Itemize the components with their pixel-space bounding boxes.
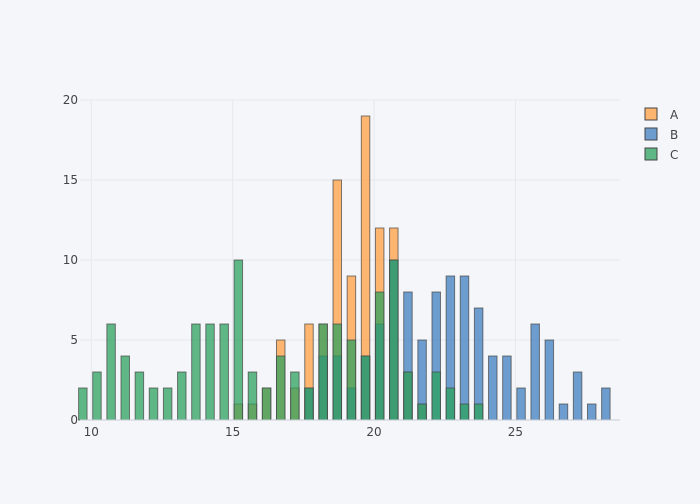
bar-c[interactable] [120, 355, 130, 421]
bar-b[interactable] [488, 355, 498, 421]
bar-b[interactable] [558, 403, 569, 421]
bar-b[interactable] [502, 355, 512, 421]
bar-b[interactable] [544, 339, 555, 421]
y-tick-label: 5 [70, 333, 78, 347]
bar-c[interactable] [431, 371, 441, 421]
bar-b[interactable] [516, 387, 526, 421]
bar-c[interactable] [417, 403, 427, 421]
bar-c[interactable] [233, 259, 244, 421]
legend-swatch-b[interactable] [644, 127, 658, 141]
bar-c[interactable] [275, 355, 286, 421]
bar-c[interactable] [247, 371, 258, 421]
bar-b[interactable] [601, 387, 611, 421]
axis-layer: 0 5 10 15 20 10 15 20 25 [63, 93, 620, 439]
x-tick-label: 10 [84, 425, 99, 439]
bar-b[interactable] [530, 323, 540, 421]
bar-c[interactable] [389, 259, 399, 421]
bar-c[interactable] [205, 323, 215, 421]
bar-c[interactable] [261, 387, 272, 421]
bar-c[interactable] [304, 387, 314, 421]
legend-label-c[interactable]: C [670, 148, 678, 162]
bar-c[interactable] [148, 387, 159, 421]
y-tick-label: 10 [63, 253, 78, 267]
bar-c[interactable] [374, 291, 385, 421]
y-tick-label: 20 [63, 93, 78, 107]
y-tick-label: 15 [63, 173, 78, 187]
bar-c[interactable] [360, 355, 371, 421]
bar-c[interactable] [346, 339, 357, 421]
bar-c[interactable] [445, 387, 456, 421]
bar-c[interactable] [332, 323, 343, 421]
legend-swatch-c[interactable] [644, 147, 658, 161]
bar-b[interactable] [586, 403, 597, 421]
legend-label-b[interactable]: B [670, 128, 678, 142]
bar-c[interactable] [459, 403, 470, 421]
legend[interactable]: ABC [644, 107, 679, 162]
bar-b[interactable] [473, 307, 484, 421]
bar-c[interactable] [219, 323, 229, 421]
bar-c[interactable] [177, 371, 187, 421]
bar-c[interactable] [162, 387, 173, 421]
x-tick-label: 25 [508, 425, 523, 439]
bar-b[interactable] [459, 275, 470, 421]
bar-c[interactable] [318, 323, 328, 421]
bar-c[interactable] [403, 371, 413, 421]
bar-c[interactable] [92, 371, 102, 421]
bar-c[interactable] [191, 323, 201, 421]
y-tick-label: 0 [70, 413, 78, 427]
x-tick-label: 15 [225, 425, 240, 439]
legend-label-a[interactable]: A [670, 108, 679, 122]
bar-c[interactable] [473, 403, 484, 421]
bars-layer [78, 115, 611, 421]
bar-c[interactable] [78, 387, 88, 421]
legend-swatch-a[interactable] [644, 107, 658, 121]
x-tick-label: 20 [366, 425, 381, 439]
bar-c[interactable] [290, 371, 300, 421]
bar-b[interactable] [572, 371, 583, 421]
bar-c[interactable] [134, 371, 145, 421]
bar-c[interactable] [106, 323, 116, 421]
grid-layer [80, 99, 620, 420]
